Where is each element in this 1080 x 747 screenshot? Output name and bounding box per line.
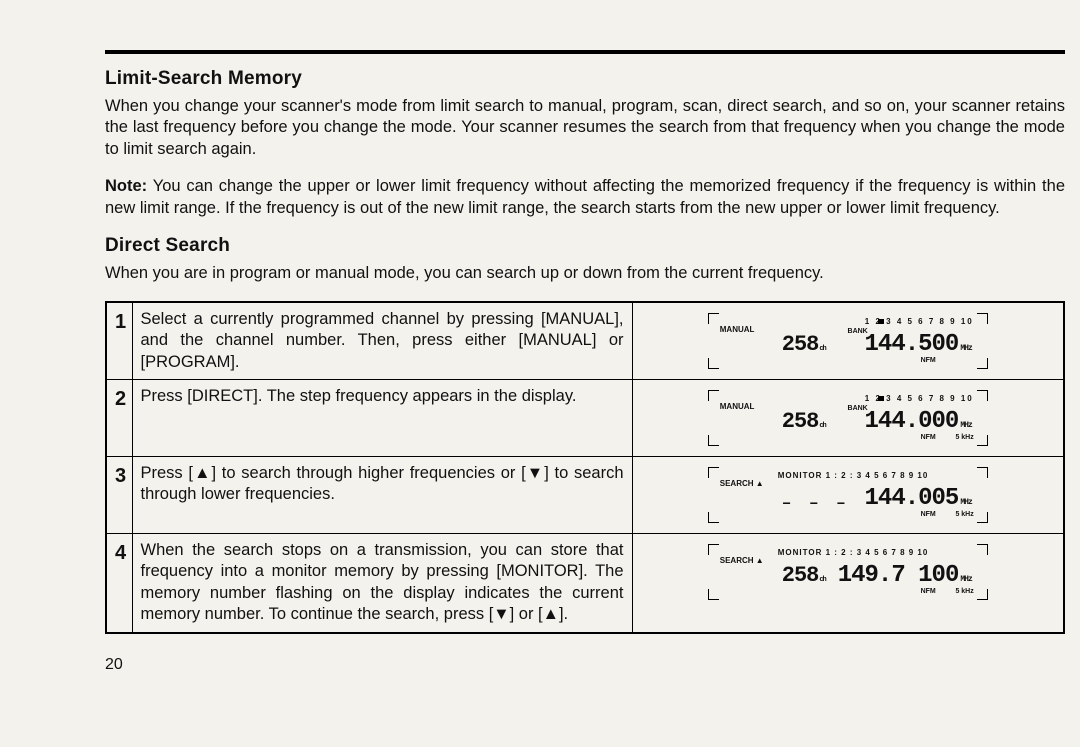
lcd-channel: – – – bbox=[782, 493, 850, 514]
lcd-display: MANUAL1 2 3 4 5 6 7 8 9 10BANK258ch144.0… bbox=[708, 390, 988, 446]
lcd-nfm-label: NFM bbox=[921, 587, 936, 596]
lcd-monitor-row: MONITOR 1 : 2 : 3 4 5 6 7 8 9 10 bbox=[778, 548, 929, 558]
table-row: 4When the search stops on a transmission… bbox=[106, 533, 1064, 632]
step-lcd: MANUAL1 2 3 4 5 6 7 8 9 10BANK258ch144.0… bbox=[632, 379, 1064, 456]
lcd-corner bbox=[977, 544, 988, 555]
lcd-ch-label: ch bbox=[819, 422, 825, 430]
lcd-mode-label: SEARCH ▲ bbox=[720, 479, 764, 489]
lcd-inner: SEARCH ▲ MONITOR 1 : 2 : 3 4 5 6 7 8 9 10… bbox=[720, 548, 976, 596]
lcd-corner bbox=[708, 512, 719, 523]
note-text: You can change the upper or lower limit … bbox=[105, 177, 1065, 216]
lcd-step-label: 5 kHz bbox=[955, 433, 973, 442]
up-arrow-icon: ▲ bbox=[756, 479, 764, 488]
lcd-ch-label: ch bbox=[819, 576, 825, 584]
step-text: Select a currently programmed channel by… bbox=[132, 302, 632, 380]
lcd-corner bbox=[708, 544, 719, 555]
lcd-inner: MANUAL1 2 3 4 5 6 7 8 9 10BANK258ch144.0… bbox=[720, 394, 976, 442]
lcd-corner bbox=[708, 358, 719, 369]
step-lcd: MANUAL1 2 3 4 5 6 7 8 9 10BANK258ch144.5… bbox=[632, 302, 1064, 380]
lcd-corner bbox=[708, 313, 719, 324]
step-number: 2 bbox=[106, 379, 132, 456]
lcd-ch-label: ch bbox=[819, 345, 825, 353]
lcd-corner bbox=[977, 512, 988, 523]
lcd-mhz-label: MHz bbox=[960, 498, 971, 507]
lcd-mode-label: MANUAL bbox=[720, 325, 755, 335]
heading-limit-search-memory: Limit-Search Memory bbox=[105, 68, 1065, 90]
lcd-frequency: 149.7 100MHz bbox=[838, 560, 972, 591]
step-number: 4 bbox=[106, 533, 132, 632]
lcd-corner bbox=[708, 589, 719, 600]
lcd-corner bbox=[708, 435, 719, 446]
lcd-corner bbox=[977, 435, 988, 446]
up-arrow-icon: ▲ bbox=[756, 556, 764, 565]
lcd-channel: 258ch bbox=[782, 331, 826, 360]
step-text: Press [▲] to search through higher frequ… bbox=[132, 456, 632, 533]
rule-top bbox=[105, 50, 1065, 54]
lcd-inner: MANUAL1 2 3 4 5 6 7 8 9 10BANK258ch144.5… bbox=[720, 317, 976, 365]
lcd-mhz-label: MHz bbox=[960, 575, 971, 584]
lcd-display: SEARCH ▲ MONITOR 1 : 2 : 3 4 5 6 7 8 9 10… bbox=[708, 544, 988, 600]
lcd-bank-indicator bbox=[878, 319, 884, 324]
heading-direct-search: Direct Search bbox=[105, 235, 1065, 257]
lcd-monitor-row: MONITOR 1 : 2 : 3 4 5 6 7 8 9 10 bbox=[778, 471, 929, 481]
paragraph-ds-intro: When you are in program or manual mode, … bbox=[105, 263, 1065, 284]
note-label: Note: bbox=[105, 177, 147, 195]
lcd-frequency: 144.500MHz bbox=[865, 329, 972, 360]
step-number: 1 bbox=[106, 302, 132, 380]
step-lcd: SEARCH ▲ MONITOR 1 : 2 : 3 4 5 6 7 8 9 10… bbox=[632, 456, 1064, 533]
lcd-corner bbox=[977, 390, 988, 401]
lcd-corner bbox=[977, 467, 988, 478]
step-number: 3 bbox=[106, 456, 132, 533]
table-row: 1Select a currently programmed channel b… bbox=[106, 302, 1064, 380]
lcd-channel: 258ch bbox=[782, 408, 826, 437]
step-text: When the search stops on a transmission,… bbox=[132, 533, 632, 632]
steps-table: 1Select a currently programmed channel b… bbox=[105, 301, 1065, 634]
lcd-corner bbox=[977, 589, 988, 600]
page-content: Limit-Search Memory When you change your… bbox=[105, 50, 1065, 634]
lcd-corner bbox=[977, 313, 988, 324]
table-row: 2Press [DIRECT]. The step frequency appe… bbox=[106, 379, 1064, 456]
lcd-step-label: 5 kHz bbox=[955, 587, 973, 596]
paragraph-lsm-note: Note: You can change the upper or lower … bbox=[105, 176, 1065, 219]
lcd-inner: SEARCH ▲ MONITOR 1 : 2 : 3 4 5 6 7 8 9 10… bbox=[720, 471, 976, 519]
table-row: 3Press [▲] to search through higher freq… bbox=[106, 456, 1064, 533]
lcd-nfm-label: NFM bbox=[921, 356, 936, 365]
lcd-display: MANUAL1 2 3 4 5 6 7 8 9 10BANK258ch144.5… bbox=[708, 313, 988, 369]
step-text: Press [DIRECT]. The step frequency appea… bbox=[132, 379, 632, 456]
lcd-mhz-label: MHz bbox=[960, 421, 971, 430]
lcd-corner bbox=[708, 390, 719, 401]
lcd-channel: 258ch bbox=[782, 562, 826, 591]
lcd-nfm-label: NFM bbox=[921, 433, 936, 442]
lcd-corner bbox=[977, 358, 988, 369]
lcd-mhz-label: MHz bbox=[960, 344, 971, 353]
lcd-bank-indicator bbox=[878, 396, 884, 401]
step-lcd: SEARCH ▲ MONITOR 1 : 2 : 3 4 5 6 7 8 9 10… bbox=[632, 533, 1064, 632]
paragraph-lsm-body: When you change your scanner's mode from… bbox=[105, 96, 1065, 160]
page-number: 20 bbox=[105, 656, 123, 674]
lcd-mode-label: SEARCH ▲ bbox=[720, 556, 764, 566]
lcd-corner bbox=[708, 467, 719, 478]
lcd-nfm-label: NFM bbox=[921, 510, 936, 519]
lcd-display: SEARCH ▲ MONITOR 1 : 2 : 3 4 5 6 7 8 9 10… bbox=[708, 467, 988, 523]
lcd-step-label: 5 kHz bbox=[955, 510, 973, 519]
lcd-mode-label: MANUAL bbox=[720, 402, 755, 412]
